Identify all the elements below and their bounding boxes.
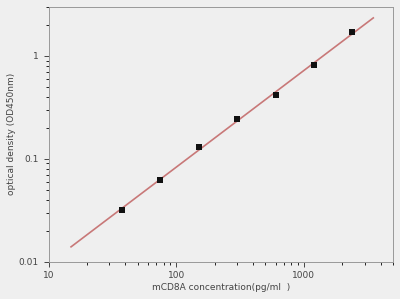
Point (119, 207, 125, 212)
Y-axis label: optical density (OD450nm): optical density (OD450nm) (7, 73, 16, 195)
Point (157, 178, 164, 182)
Point (349, 30, 356, 35)
Point (234, 116, 240, 121)
X-axis label: mCD8A concentration(pg/ml  ): mCD8A concentration(pg/ml ) (152, 283, 290, 292)
Point (272, 92, 279, 97)
Point (196, 145, 202, 150)
Point (311, 62, 317, 67)
